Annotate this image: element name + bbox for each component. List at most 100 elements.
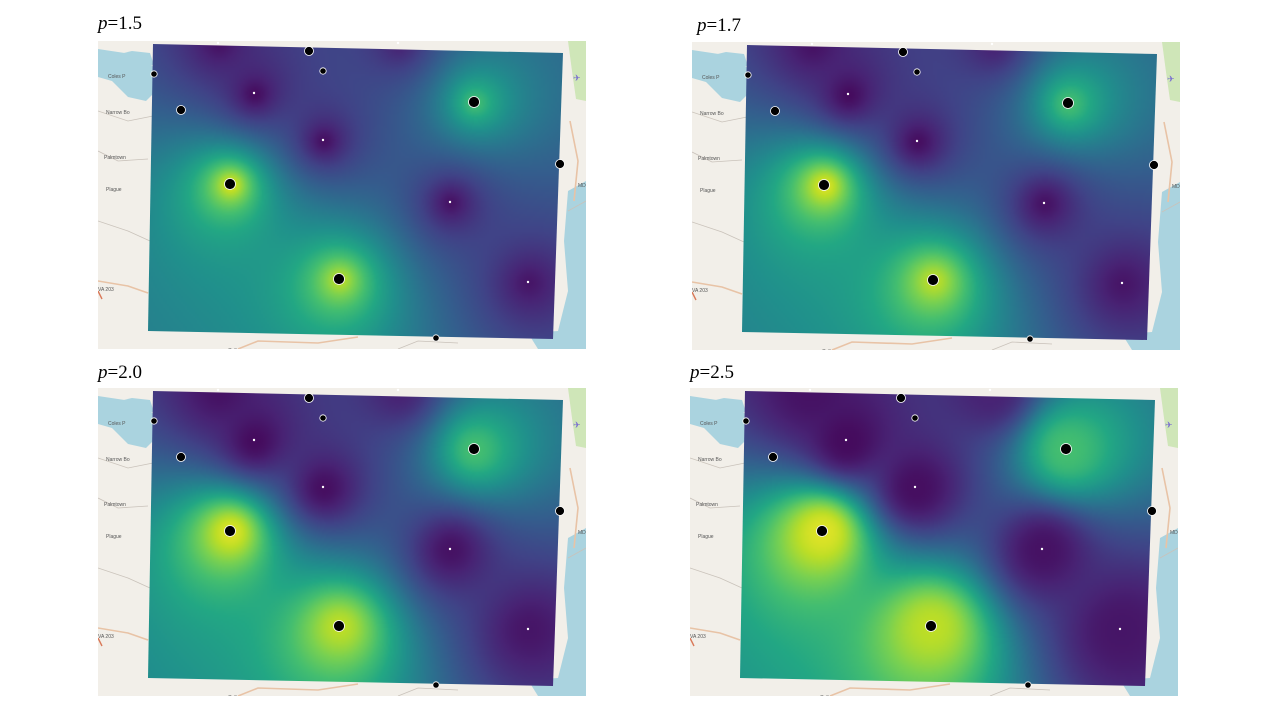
road [98, 627, 149, 641]
map-place-label: Palmtown [104, 155, 126, 161]
road [829, 683, 951, 696]
road [569, 467, 579, 549]
station-marker-s3 [468, 443, 480, 455]
outside-point-o5 [1147, 506, 1157, 516]
station-marker-s6 [448, 200, 452, 204]
outside-point-o3 [744, 71, 752, 79]
map-place-label: VA 203 [690, 634, 706, 640]
outside-point-o3 [742, 417, 750, 425]
outside-point-o6 [432, 334, 440, 342]
map-place-label: Coles P [702, 75, 720, 81]
road [397, 687, 459, 696]
road [692, 221, 745, 243]
airport-icon: ✈ [573, 73, 581, 83]
map-place-label: Narrow Bo [700, 111, 724, 117]
panel-label-p25: p=2.5 [690, 362, 734, 384]
station-marker-s1 [816, 525, 828, 537]
water-bay-right [528, 181, 586, 349]
panel-label-var: p [98, 13, 108, 34]
water-river [692, 52, 748, 72]
map-place-label: Callan [822, 349, 836, 350]
road [98, 220, 151, 242]
station-marker-s8 [808, 388, 812, 392]
station-marker-s7 [526, 280, 530, 284]
station-marker-s6 [1040, 547, 1044, 551]
station-marker-s5 [913, 485, 917, 489]
road [397, 340, 459, 349]
water-river [98, 398, 154, 418]
outside-point-o2 [319, 414, 327, 422]
road [690, 567, 743, 589]
station-marker-s4 [844, 438, 848, 442]
panel-label-value: =2.5 [699, 362, 734, 383]
outside-point-o5 [555, 159, 565, 169]
road [690, 627, 741, 641]
station-marker-s7 [1118, 627, 1122, 631]
map-panel-p15: ✈ Coles P Narrow Bo Palmtown Plague VA 203 Cal… [98, 41, 586, 349]
outside-point-o6 [1026, 335, 1034, 343]
road [1161, 467, 1171, 549]
station-marker-s4 [252, 438, 256, 442]
outside-point-o6 [432, 681, 440, 689]
road [1163, 121, 1173, 203]
map-place-label: MD [578, 530, 586, 536]
map-place-label: Callan [228, 695, 242, 696]
station-marker-s6 [1042, 201, 1046, 205]
panel-label-p17: p=1.7 [697, 15, 741, 37]
station-marker-s2 [333, 273, 345, 285]
airport-icon: ✈ [1167, 74, 1175, 84]
map-place-label: VA 203 [98, 287, 114, 293]
station-marker-s3 [468, 96, 480, 108]
outside-point-o5 [1149, 160, 1159, 170]
water-bay-right [1120, 528, 1178, 696]
map-place-label: VA 203 [98, 634, 114, 640]
station-marker-s9 [990, 42, 994, 46]
marker-icon [98, 637, 103, 647]
outside-point-o2 [913, 68, 921, 76]
road [98, 110, 154, 122]
panel-label-p15: p=1.5 [98, 13, 142, 35]
panel-label-var: p [98, 362, 108, 383]
map-place-label: Plague [106, 534, 122, 540]
road [567, 547, 586, 559]
road [98, 567, 151, 589]
road [991, 341, 1053, 350]
map-place-label: Palmtown [696, 502, 718, 508]
park-area [568, 388, 586, 448]
map-place-label: MD [578, 183, 586, 189]
map-place-label: Plague [700, 188, 716, 194]
outside-point-o5 [555, 506, 565, 516]
map-place-label: MD [1172, 184, 1180, 190]
station-marker-s1 [818, 179, 830, 191]
airport-icon: ✈ [1165, 420, 1173, 430]
marker-icon [690, 637, 695, 647]
panel-label-p20: p=2.0 [98, 362, 142, 384]
map-place-label: Callan [820, 695, 834, 696]
station-marker-s4 [252, 91, 256, 95]
map-place-label: Narrow Bo [698, 457, 722, 463]
outside-point-o6 [1024, 681, 1032, 689]
road [692, 151, 743, 163]
map-place-label: Narrow Bo [106, 457, 130, 463]
park-area [568, 41, 586, 101]
road [569, 120, 579, 202]
station-marker-s3 [1060, 443, 1072, 455]
marker-icon [692, 291, 697, 301]
map-place-label: Plague [106, 187, 122, 193]
road [567, 200, 586, 212]
water-bay-right [528, 528, 586, 696]
park-area [1160, 388, 1178, 448]
station-marker-s9 [988, 388, 992, 392]
outside-point-o1 [304, 46, 314, 56]
road [1161, 201, 1180, 213]
map-place-label: Callan [228, 348, 242, 349]
road [692, 111, 748, 123]
park-area [1162, 42, 1180, 102]
station-marker-s3 [1062, 97, 1074, 109]
marker-icon [98, 290, 103, 300]
station-marker-s8 [810, 42, 814, 46]
road [237, 683, 359, 696]
map-svg: ✈ Coles P Narrow Bo Palmtown Plague VA 203 Cal… [692, 42, 1180, 350]
station-marker-s9 [396, 388, 400, 392]
station-marker-s2 [333, 620, 345, 632]
